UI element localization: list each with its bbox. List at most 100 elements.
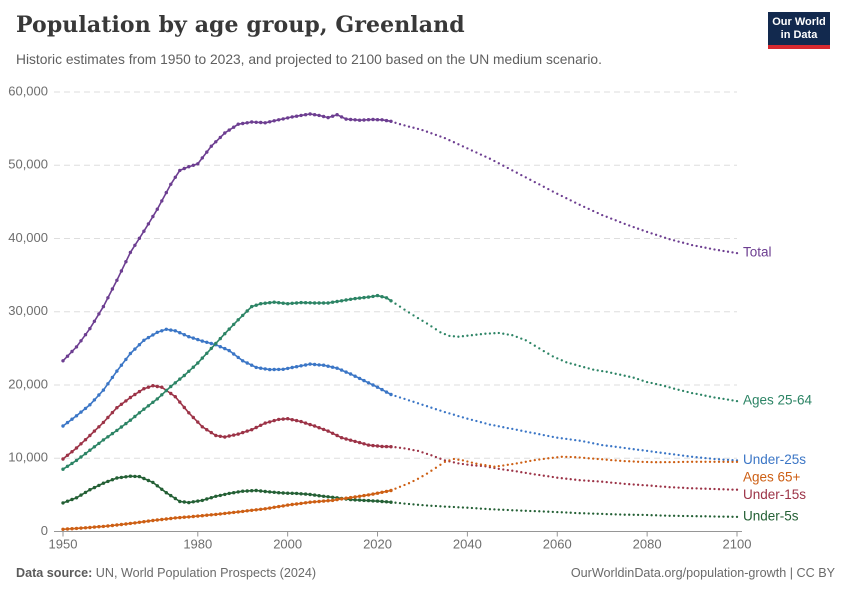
- projection-dot: [672, 460, 676, 464]
- data-point: [299, 492, 303, 496]
- data-point: [110, 287, 115, 291]
- data-point: [155, 518, 159, 522]
- data-point: [299, 501, 303, 506]
- projection-dot: [632, 376, 635, 379]
- projection-dot: [592, 209, 595, 213]
- data-point: [250, 363, 254, 367]
- projection-dot: [569, 455, 572, 459]
- data-point: [308, 492, 312, 497]
- series-label-under-15s[interactable]: Under-15s: [743, 487, 806, 502]
- projection-dot: [443, 136, 447, 140]
- projection-dot: [668, 452, 671, 456]
- data-point: [61, 527, 65, 531]
- data-point: [133, 521, 137, 525]
- owid-logo[interactable]: Our World in Data: [768, 12, 830, 49]
- data-point: [151, 214, 155, 219]
- data-point: [173, 516, 177, 520]
- data-point: [232, 510, 236, 515]
- projection-dot: [565, 197, 568, 200]
- projection-dot: [587, 207, 590, 211]
- data-point: [70, 417, 74, 421]
- projection-dot: [511, 469, 514, 472]
- projection-dot: [461, 335, 465, 338]
- data-point: [330, 431, 335, 435]
- projection-dot: [596, 457, 599, 461]
- data-point: [259, 120, 263, 125]
- chart-footer: Data source: UN, World Population Prospe…: [16, 566, 835, 580]
- series-label-under-25s[interactable]: Under-25s: [743, 452, 806, 467]
- data-point: [92, 429, 97, 433]
- projection-dot: [565, 455, 568, 459]
- data-point: [312, 500, 317, 504]
- data-point: [389, 488, 393, 493]
- projection-dot: [695, 460, 698, 463]
- data-point: [312, 113, 317, 117]
- projection-dot: [628, 224, 631, 227]
- data-point: [339, 436, 344, 440]
- projection-dot: [650, 484, 653, 487]
- projection-dot: [484, 464, 487, 467]
- data-point: [160, 517, 164, 522]
- projection-dot: [717, 458, 721, 461]
- data-point: [142, 407, 146, 411]
- projection-dot: [457, 506, 460, 509]
- chart-subtitle: Historic estimates from 1950 to 2023, an…: [16, 52, 602, 67]
- y-axis-tick-label: 60,000: [8, 83, 48, 98]
- footer-link[interactable]: OurWorldinData.org/population-growth | C…: [570, 566, 835, 580]
- projection-dot: [717, 515, 721, 518]
- projection-dot: [520, 461, 523, 464]
- series-label-under-5s[interactable]: Under-5s: [743, 508, 799, 523]
- data-point: [79, 526, 83, 530]
- projection-dot: [690, 455, 694, 458]
- data-point: [326, 495, 330, 499]
- projection-dot: [641, 483, 644, 487]
- series-label-ages-65-[interactable]: Ages 65+: [743, 470, 801, 485]
- projection-dot: [533, 180, 536, 184]
- projection-dot: [497, 464, 500, 468]
- projection-dot: [475, 507, 478, 510]
- data-point: [124, 475, 128, 479]
- data-point: [119, 402, 124, 406]
- projection-dot: [524, 176, 527, 179]
- data-point: [330, 365, 335, 369]
- projection-dot: [511, 509, 514, 512]
- projection-dot: [605, 458, 608, 461]
- series-label-total[interactable]: Total: [743, 245, 772, 260]
- data-point: [182, 373, 186, 378]
- data-point: [205, 497, 209, 501]
- projection-dot: [538, 183, 541, 186]
- projection-dot: [596, 211, 599, 215]
- data-point: [169, 328, 173, 332]
- data-point: [169, 391, 173, 396]
- projection-dot: [619, 459, 622, 462]
- data-point: [232, 322, 236, 327]
- data-point: [348, 297, 353, 301]
- data-point: [106, 382, 110, 386]
- data-point: [335, 433, 339, 438]
- projection-dot: [578, 439, 581, 442]
- projection-dot: [650, 450, 653, 453]
- data-point: [169, 516, 173, 521]
- projection-dot: [677, 453, 680, 457]
- projection-dot: [668, 238, 671, 241]
- projection-dot: [641, 229, 644, 232]
- data-point: [110, 523, 115, 528]
- series-label-ages-25-64[interactable]: Ages 25-64: [743, 393, 813, 408]
- projection-dot: [556, 476, 559, 479]
- data-point: [317, 499, 321, 504]
- data-point: [286, 302, 290, 306]
- data-point: [317, 494, 321, 498]
- data-point: [218, 345, 222, 349]
- projection-dot: [403, 397, 406, 401]
- projection-dot: [574, 478, 577, 481]
- data-point: [133, 347, 137, 351]
- data-point: [326, 115, 330, 120]
- projection-dot: [677, 388, 680, 391]
- projection-dot: [412, 448, 415, 452]
- projection-dot: [547, 187, 550, 191]
- projection-dot: [556, 510, 559, 514]
- projection-dot: [654, 484, 658, 488]
- data-point: [218, 336, 222, 341]
